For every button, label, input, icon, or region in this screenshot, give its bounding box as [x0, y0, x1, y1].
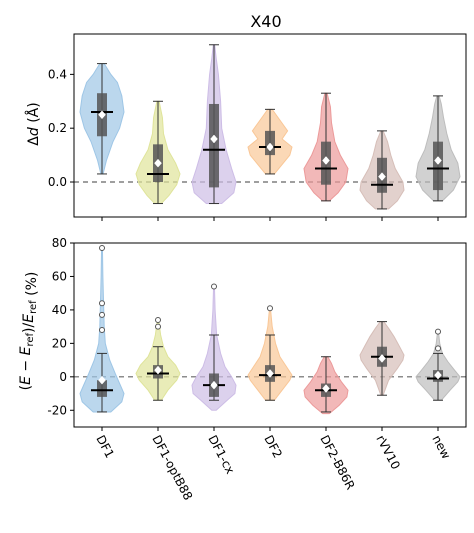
violin-df2 [247, 108, 293, 175]
outlier-point [99, 300, 105, 307]
y-tick-label: 20 [52, 336, 67, 350]
mean-marker [266, 142, 274, 152]
mean-marker [98, 110, 106, 120]
mean-marker [322, 156, 330, 165]
violin-df2-b86r [303, 356, 349, 415]
mean-marker [210, 380, 218, 390]
outlier-point [99, 245, 105, 252]
category-label: DF2-B86R [317, 433, 357, 492]
category-label: DF1 [93, 433, 117, 461]
outlier-point [267, 305, 273, 312]
y-tick-label: 40 [52, 303, 67, 317]
outlier-point [99, 311, 105, 318]
y-tick-label: 0.2 [48, 121, 67, 135]
mean-marker [154, 158, 162, 168]
mean-marker [378, 172, 386, 182]
iqr-box [97, 380, 107, 397]
violin-df1-optb88 [135, 100, 181, 205]
iqr-box [433, 141, 443, 191]
violin-df1-cx [191, 283, 237, 411]
outlier-point [211, 283, 217, 290]
violin-rvv10 [359, 130, 405, 210]
chart-title: X40 [250, 12, 281, 31]
mean-marker [98, 375, 106, 385]
iqr-box [209, 103, 219, 188]
bottom-y-axis-label: (E − Eref)/Eref (%) [18, 272, 40, 391]
mean-marker [434, 156, 442, 165]
violin-df2 [247, 305, 293, 401]
mean-marker [266, 369, 274, 378]
category-label: DF2 [261, 433, 285, 461]
outlier-point [155, 316, 161, 323]
y-tick-label: 80 [52, 236, 67, 250]
outlier-point [155, 323, 161, 330]
outlier-point [99, 326, 105, 333]
violin-new [415, 328, 461, 401]
y-tick-label: 0.0 [48, 175, 67, 189]
bottom-panel: -20 0 20 40 60 80 [47, 236, 467, 431]
category-label: DF1-cx [205, 433, 237, 476]
violin-rvv10 [359, 321, 405, 396]
category-label: new [429, 433, 453, 462]
category-label: rVV10 [373, 433, 403, 472]
y-tick-label: 0.4 [48, 67, 67, 81]
mean-marker [210, 134, 218, 144]
outlier-point [435, 345, 441, 352]
top-y-axis-label: Δd (Å) [25, 102, 42, 145]
violin-df1 [79, 245, 125, 413]
violin-new [415, 95, 461, 202]
y-tick-label: -20 [47, 403, 67, 417]
outlier-point [435, 328, 441, 335]
violin-df1-cx [191, 44, 237, 205]
y-tick-label: 0 [59, 370, 67, 384]
mean-marker [378, 354, 386, 363]
violin-df1-optb88 [135, 316, 181, 401]
mean-marker [154, 365, 162, 375]
violin-df2-b86r [303, 92, 349, 202]
top-panel: 0.0 0.2 0.4 [48, 33, 467, 221]
y-tick-label: 60 [52, 269, 67, 283]
category-label: DF1-optB88 [149, 433, 195, 503]
category-labels: DF1 DF1-optB88 DF1-cx DF2 DF2-B86R rVV10 new [93, 433, 453, 503]
mean-marker [434, 370, 442, 380]
violin-df1 [79, 63, 125, 175]
mean-marker [322, 384, 330, 393]
